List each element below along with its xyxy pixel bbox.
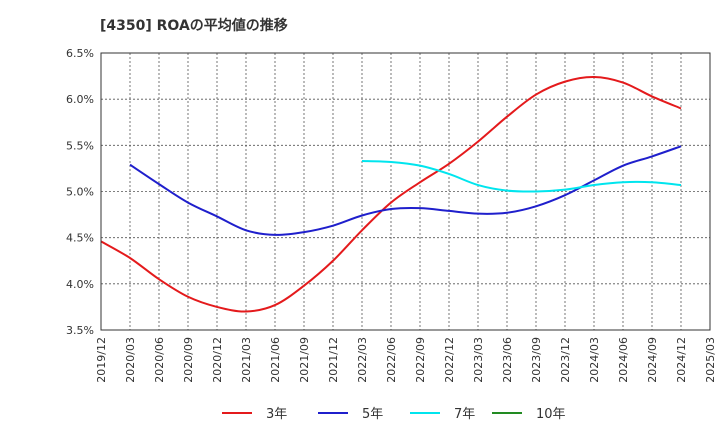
legend-label-3: 10年 (536, 407, 566, 422)
y-tick-label: 6.5% (66, 47, 94, 60)
y-tick-label: 5.0% (66, 186, 94, 199)
x-tick-label: 2021/06 (269, 337, 282, 383)
x-tick-label: 2024/03 (588, 337, 601, 383)
series-line-2 (361, 160, 682, 193)
legend-label-2: 7年 (454, 407, 475, 422)
y-axis: 3.5% 4.0% 4.5% 5.0% 5.5% 6.0% 6.5% (66, 47, 94, 337)
y-tick-label: 6.0% (66, 93, 94, 106)
x-tick-label: 2021/03 (240, 337, 253, 383)
x-tick-label: 2024/06 (617, 337, 630, 383)
y-tick-label: 4.0% (66, 278, 94, 291)
x-tick-label: 2023/03 (472, 337, 485, 383)
x-tick-label: 2020/06 (153, 337, 166, 383)
x-tick-label: 2022/12 (443, 337, 456, 383)
chart-title: [4350] ROAの平均値の推移 (100, 17, 288, 34)
x-tick-label: 2025/03 (704, 337, 717, 383)
x-tick-label: 2023/12 (559, 337, 572, 383)
x-tick-label: 2024/09 (646, 337, 659, 383)
x-tick-label: 2022/06 (385, 337, 398, 383)
x-tick-label: 2021/09 (298, 337, 311, 383)
x-tick-label: 2023/06 (501, 337, 514, 383)
x-tick-label: 2023/09 (530, 337, 543, 383)
legend: 3年 5年 7年 10年 (222, 407, 566, 422)
legend-label-0: 3年 (266, 407, 287, 422)
x-tick-label: 2024/12 (675, 337, 688, 383)
x-tick-label: 2021/12 (327, 337, 340, 383)
x-tick-label: 2020/03 (124, 337, 137, 383)
plot-area-border (100, 52, 711, 331)
x-tick-label: 2022/09 (414, 337, 427, 383)
y-tick-label: 5.5% (66, 139, 94, 152)
y-tick-label: 4.5% (66, 232, 94, 245)
x-tick-label: 2019/12 (95, 337, 108, 383)
series-line-0 (100, 76, 682, 313)
series-line-1 (129, 145, 682, 236)
legend-label-1: 5年 (362, 407, 383, 422)
x-tick-label: 2020/09 (182, 337, 195, 383)
x-axis: 2019/12 2020/03 2020/06 2020/09 2020/12 2021/… (95, 337, 717, 383)
x-tick-label: 2022/03 (356, 337, 369, 383)
x-tick-label: 2020/12 (211, 337, 224, 383)
series-layer (100, 76, 682, 313)
y-tick-label: 3.5% (66, 324, 94, 337)
